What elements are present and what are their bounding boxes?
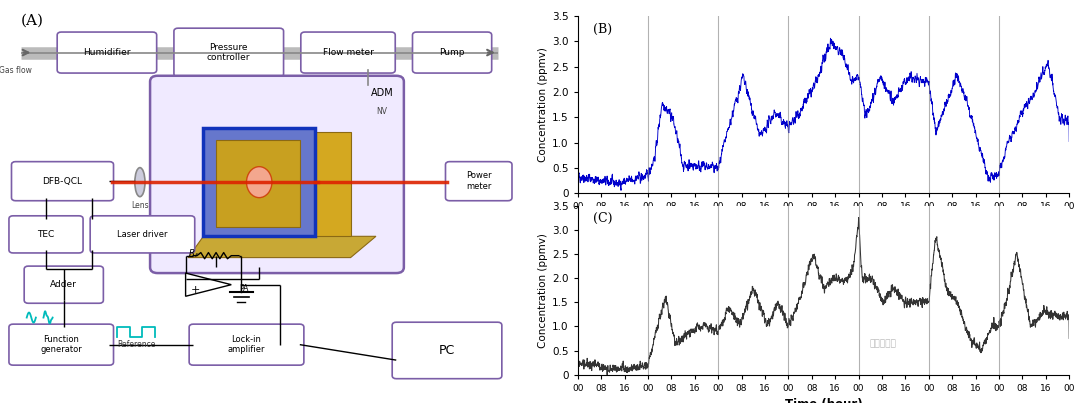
Text: Pump: Pump xyxy=(440,48,464,57)
Text: Power
meter: Power meter xyxy=(465,172,491,191)
Text: Nov. 26: Nov. 26 xyxy=(945,224,983,234)
Text: Nov. 27: Nov. 27 xyxy=(1015,224,1053,234)
Text: −: − xyxy=(191,275,201,285)
Text: (B): (B) xyxy=(593,23,611,36)
Y-axis label: Concentration (ppmv): Concentration (ppmv) xyxy=(538,47,548,162)
X-axis label: Time (hour): Time (hour) xyxy=(785,399,862,403)
Text: Humidifier: Humidifier xyxy=(83,48,131,57)
FancyBboxPatch shape xyxy=(12,162,113,201)
Text: Adder: Adder xyxy=(51,280,77,289)
Ellipse shape xyxy=(135,168,145,197)
FancyBboxPatch shape xyxy=(445,162,512,201)
Polygon shape xyxy=(354,85,382,103)
Text: PC: PC xyxy=(438,344,455,357)
Polygon shape xyxy=(188,236,376,258)
FancyBboxPatch shape xyxy=(174,28,284,77)
Text: (A): (A) xyxy=(21,14,43,28)
Text: (C): (C) xyxy=(593,212,612,225)
FancyBboxPatch shape xyxy=(203,128,315,236)
Text: Nov. 23: Nov. 23 xyxy=(734,224,772,234)
Text: Flow meter: Flow meter xyxy=(323,48,374,57)
Text: Nov. 24: Nov. 24 xyxy=(805,224,842,234)
Text: Function
generator: Function generator xyxy=(40,335,82,354)
Text: Pressure
controller: Pressure controller xyxy=(207,43,251,62)
FancyBboxPatch shape xyxy=(413,32,491,73)
Bar xyxy=(216,139,300,226)
Polygon shape xyxy=(186,273,231,296)
Text: PA: PA xyxy=(239,284,248,293)
Text: Reference: Reference xyxy=(117,340,156,349)
Text: Lock-in
amplifier: Lock-in amplifier xyxy=(228,335,266,354)
FancyBboxPatch shape xyxy=(189,324,303,365)
Text: NV: NV xyxy=(376,107,387,116)
Text: Lens: Lens xyxy=(131,202,149,210)
FancyBboxPatch shape xyxy=(150,76,404,273)
Text: Nov. 22: Nov. 22 xyxy=(664,224,702,234)
Ellipse shape xyxy=(246,167,272,197)
Text: TEC: TEC xyxy=(38,230,55,239)
Text: $R_f$: $R_f$ xyxy=(188,247,200,260)
Text: +: + xyxy=(191,285,201,295)
FancyBboxPatch shape xyxy=(90,216,194,253)
FancyBboxPatch shape xyxy=(9,324,113,365)
FancyBboxPatch shape xyxy=(301,32,395,73)
FancyBboxPatch shape xyxy=(392,322,502,379)
Text: 海力析科技: 海力析科技 xyxy=(869,340,896,349)
Y-axis label: Concentration (ppmv): Concentration (ppmv) xyxy=(538,233,548,348)
Text: DFB-QCL: DFB-QCL xyxy=(42,177,82,186)
FancyBboxPatch shape xyxy=(24,266,104,303)
Text: Gas flow: Gas flow xyxy=(0,66,32,75)
FancyBboxPatch shape xyxy=(9,216,83,253)
Polygon shape xyxy=(315,132,351,236)
Text: Laser driver: Laser driver xyxy=(118,230,167,239)
FancyBboxPatch shape xyxy=(57,32,157,73)
Text: ADM: ADM xyxy=(370,88,393,98)
Text: Nov. 25: Nov. 25 xyxy=(875,224,913,234)
Text: Nov. 21: Nov. 21 xyxy=(594,224,632,234)
